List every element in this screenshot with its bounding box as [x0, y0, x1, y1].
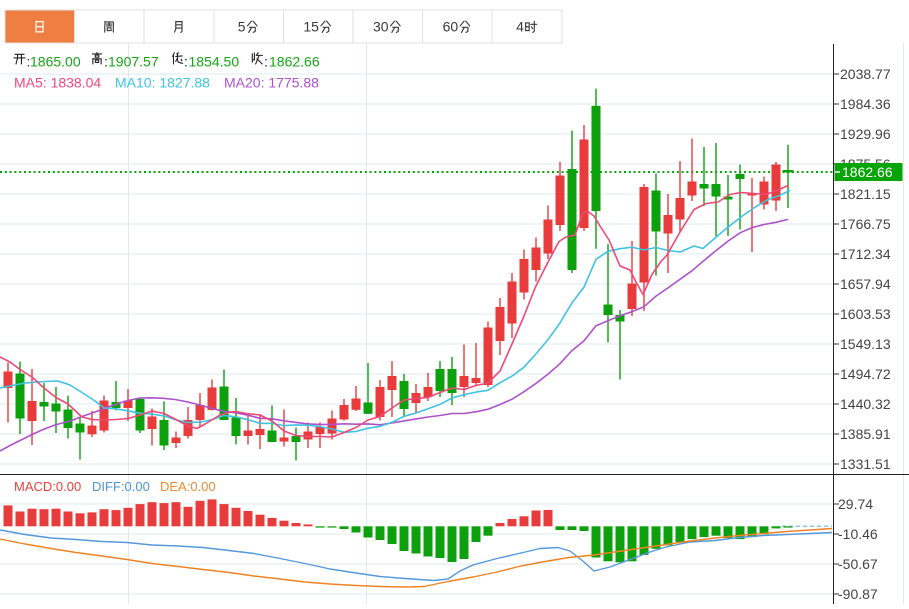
svg-text:-50.67: -50.67 [838, 556, 878, 572]
svg-text:2038.77: 2038.77 [840, 66, 891, 82]
svg-text:1854.50: 1854.50 [189, 53, 240, 69]
svg-text:MA5: 1838.04: MA5: 1838.04 [14, 75, 101, 91]
svg-text:1862.66: 1862.66 [842, 164, 893, 180]
svg-text:1862.66: 1862.66 [269, 53, 320, 69]
svg-text::: : [104, 53, 108, 69]
svg-text:1766.75: 1766.75 [840, 216, 891, 232]
svg-text:1657.94: 1657.94 [840, 276, 891, 292]
svg-text:60: 60 [443, 19, 459, 35]
svg-text:1865.00: 1865.00 [30, 53, 81, 69]
svg-text:1712.34: 1712.34 [840, 246, 891, 262]
svg-text:1494.72: 1494.72 [840, 366, 891, 382]
svg-text::: : [264, 53, 268, 69]
svg-text:1907.57: 1907.57 [108, 53, 159, 69]
svg-text:30: 30 [373, 19, 389, 35]
svg-text:4: 4 [516, 19, 524, 35]
svg-text:29.74: 29.74 [838, 496, 873, 512]
svg-text:MACD:0.00: MACD:0.00 [14, 479, 81, 494]
svg-text:15: 15 [303, 19, 319, 35]
svg-text:MA20: 1775.88: MA20: 1775.88 [224, 75, 319, 91]
svg-text::: : [27, 53, 31, 69]
svg-text:DEA:0.00: DEA:0.00 [160, 479, 216, 494]
svg-text:-10.46: -10.46 [838, 526, 878, 542]
svg-text:1549.13: 1549.13 [840, 336, 891, 352]
svg-text:DIFF:0.00: DIFF:0.00 [92, 479, 150, 494]
svg-text:5: 5 [238, 19, 246, 35]
svg-text:1440.32: 1440.32 [840, 396, 891, 412]
svg-text::: : [184, 53, 188, 69]
svg-text:-90.87: -90.87 [838, 586, 878, 602]
svg-text:1603.53: 1603.53 [840, 306, 891, 322]
svg-text:1331.51: 1331.51 [840, 456, 891, 472]
svg-text:1984.36: 1984.36 [840, 96, 891, 112]
svg-text:1385.91: 1385.91 [840, 426, 891, 442]
svg-text:1929.96: 1929.96 [840, 126, 891, 142]
svg-text:MA10: 1827.88: MA10: 1827.88 [115, 75, 210, 91]
svg-text:1821.15: 1821.15 [840, 186, 891, 202]
